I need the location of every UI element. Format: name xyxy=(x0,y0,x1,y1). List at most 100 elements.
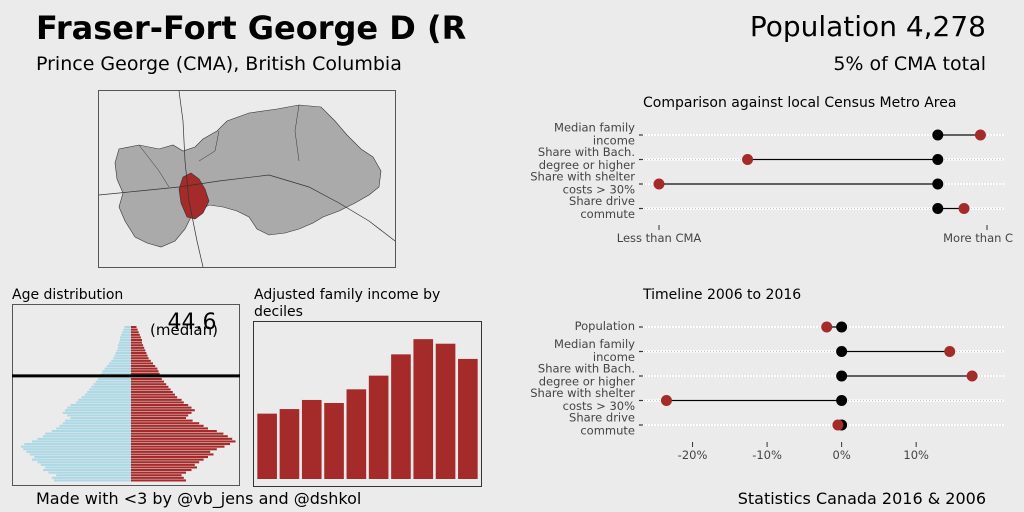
income-deciles-chart xyxy=(253,321,482,487)
region-point xyxy=(821,321,833,333)
age-bar-cma xyxy=(37,437,131,440)
median-age-value: 44.6 xyxy=(168,310,217,335)
age-bar-region xyxy=(131,448,217,451)
age-bar-cma xyxy=(51,476,131,479)
income-bar xyxy=(279,409,300,479)
category-label: Median family income xyxy=(554,121,635,148)
age-chart-title: Age distribution xyxy=(12,287,124,303)
region-map xyxy=(98,90,396,268)
age-bar-cma xyxy=(115,352,131,355)
region-point xyxy=(660,395,672,406)
age-bar-region xyxy=(131,357,149,360)
age-bar-cma xyxy=(121,333,131,336)
credits-text: Made with <3 by @vb_jens and @dshkol xyxy=(36,489,362,508)
age-bar-cma xyxy=(62,422,131,425)
age-bar-cma xyxy=(32,440,131,443)
age-bar-cma xyxy=(114,354,131,357)
age-bar-cma xyxy=(70,404,131,407)
age-bar-cma xyxy=(37,461,131,464)
age-bar-cma xyxy=(123,328,131,331)
age-bar-region xyxy=(131,328,138,331)
age-bar-cma xyxy=(95,380,131,383)
age-bar-region xyxy=(131,445,225,448)
age-bar-region xyxy=(131,456,208,459)
cma-point xyxy=(836,346,848,357)
age-bar-cma xyxy=(59,424,131,427)
timeline-chart-title: Timeline 2006 to 2016 xyxy=(643,287,802,303)
age-bar-region xyxy=(131,414,189,417)
age-bar-cma xyxy=(24,443,131,446)
age-bar-cma xyxy=(113,357,131,360)
age-bar-cma xyxy=(109,362,131,365)
age-bar-cma xyxy=(116,349,131,352)
income-bar xyxy=(391,354,411,479)
age-bar-cma xyxy=(65,419,131,422)
cma-point xyxy=(932,178,944,190)
age-bar-cma xyxy=(43,435,131,438)
x-tick-label: -10% xyxy=(752,448,782,462)
age-bar-cma xyxy=(87,391,131,394)
income-bar xyxy=(301,399,322,479)
age-bar-region xyxy=(131,411,192,414)
x-tick-label: 10% xyxy=(903,448,929,462)
age-bar-region xyxy=(131,443,230,446)
region-point xyxy=(966,370,978,382)
border-line xyxy=(138,104,300,188)
age-bar-region xyxy=(131,435,228,438)
income-bars xyxy=(257,339,478,479)
x-tick-label: Less than CMA xyxy=(617,231,702,245)
age-bar-cma xyxy=(54,479,131,482)
income-bar xyxy=(368,375,389,479)
age-bar-cma xyxy=(34,456,132,459)
age-bar-region xyxy=(131,388,171,391)
age-bar-region xyxy=(131,474,182,477)
age-bar-cma xyxy=(104,367,131,370)
income-chart-title: Adjusted family income by deciles xyxy=(254,287,441,320)
income-bar xyxy=(257,413,277,479)
age-bar-cma xyxy=(21,445,131,448)
age-bar-cma xyxy=(106,365,131,368)
age-bar-region xyxy=(131,398,182,401)
age-bar-region xyxy=(131,359,151,362)
category-label: Share drive commute xyxy=(569,194,635,221)
age-bar-region xyxy=(131,365,156,368)
region-area xyxy=(178,172,210,220)
age-bar-region xyxy=(131,349,146,352)
age-bar-cma xyxy=(56,427,132,430)
category-label: Share with Bach. degree or higher xyxy=(538,362,635,389)
age-bar-region xyxy=(131,417,186,420)
age-bar-cma xyxy=(76,401,131,404)
region-point xyxy=(653,178,665,190)
comparison-chart-title: Comparison against local Census Metro Ar… xyxy=(643,95,957,111)
age-bar-cma xyxy=(48,471,131,474)
age-bar-region xyxy=(131,391,173,394)
source-text: Statistics Canada 2016 & 2006 xyxy=(737,489,986,508)
age-bar-cma xyxy=(51,430,131,433)
age-bar-cma xyxy=(40,463,131,466)
age-bar-region xyxy=(131,466,197,469)
age-bar-region xyxy=(131,331,139,334)
age-bar-region xyxy=(131,367,158,370)
cma-share-label: 5% of CMA total xyxy=(833,53,986,75)
age-bar-region xyxy=(131,378,162,381)
age-bar-cma xyxy=(67,406,131,409)
age-bar-cma xyxy=(93,383,131,386)
age-bar-cma xyxy=(117,344,131,347)
age-bar-cma xyxy=(120,336,131,339)
age-bar-region xyxy=(131,346,145,349)
age-bar-cma xyxy=(101,372,131,375)
cma-point xyxy=(836,370,848,382)
income-bar xyxy=(346,389,367,479)
category-label: Share with shelter costs > 30% xyxy=(530,170,635,197)
age-bar-cma xyxy=(98,378,131,381)
age-bar-cma xyxy=(91,385,131,388)
income-bar xyxy=(324,403,344,479)
age-bar-cma xyxy=(111,359,131,362)
region-point xyxy=(832,419,844,431)
age-bar-region xyxy=(131,333,140,336)
age-bar-region xyxy=(131,430,217,433)
age-bar-cma xyxy=(120,339,131,342)
age-bar-cma xyxy=(32,458,131,461)
age-bar-cma xyxy=(62,411,131,414)
cma-point xyxy=(836,395,848,406)
